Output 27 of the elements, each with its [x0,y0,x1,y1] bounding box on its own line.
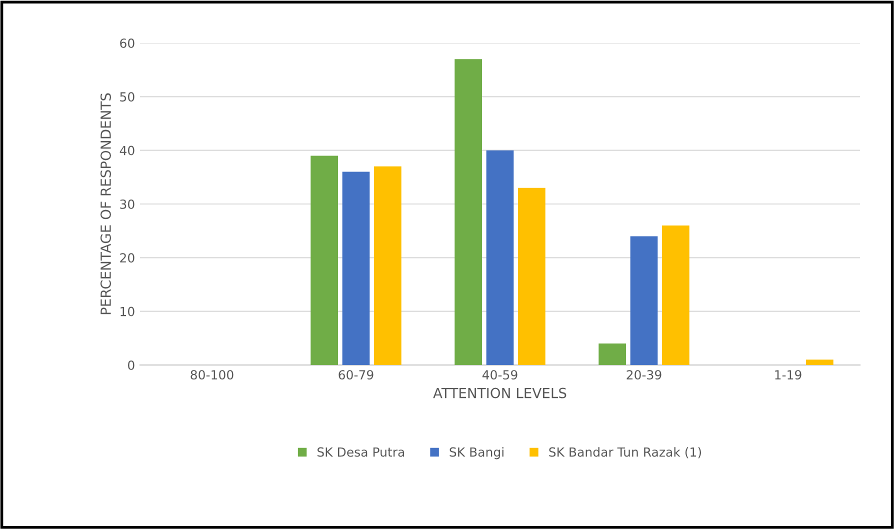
bar [310,156,338,365]
y-tick-label: 20 [120,253,134,263]
bar [486,150,514,365]
bar [806,360,834,365]
bar [630,236,658,365]
y-tick-label: 50 [120,92,134,102]
x-tick-label: 40-59 [482,370,518,380]
bar [662,225,690,365]
y-tick-label: 60 [120,38,134,48]
x-tick-label: 60-79 [338,370,374,380]
x-tick-label: 1-19 [775,370,802,380]
x-tick-label: 80-100 [190,370,234,380]
y-tick-label: 30 [120,199,134,209]
bar [598,344,626,365]
bar [342,172,370,365]
bar [454,59,482,365]
y-tick-label: 10 [120,306,134,316]
x-tick-label: 20-39 [626,370,662,380]
legend-label: SK Desa Putra [317,447,404,457]
legend-label: SK Bangi [450,447,504,460]
y-axis-title: PERCENTAGE OF RESPONDENTS [100,93,111,314]
y-tick-label: 0 [128,360,134,370]
y-tick-label: 40 [120,146,134,156]
legend-label: SK Bandar Tun Razak (1) [549,447,702,458]
bar [518,188,546,365]
x-axis-title: ATTENTION LEVELS [433,388,566,398]
bar [374,166,402,365]
